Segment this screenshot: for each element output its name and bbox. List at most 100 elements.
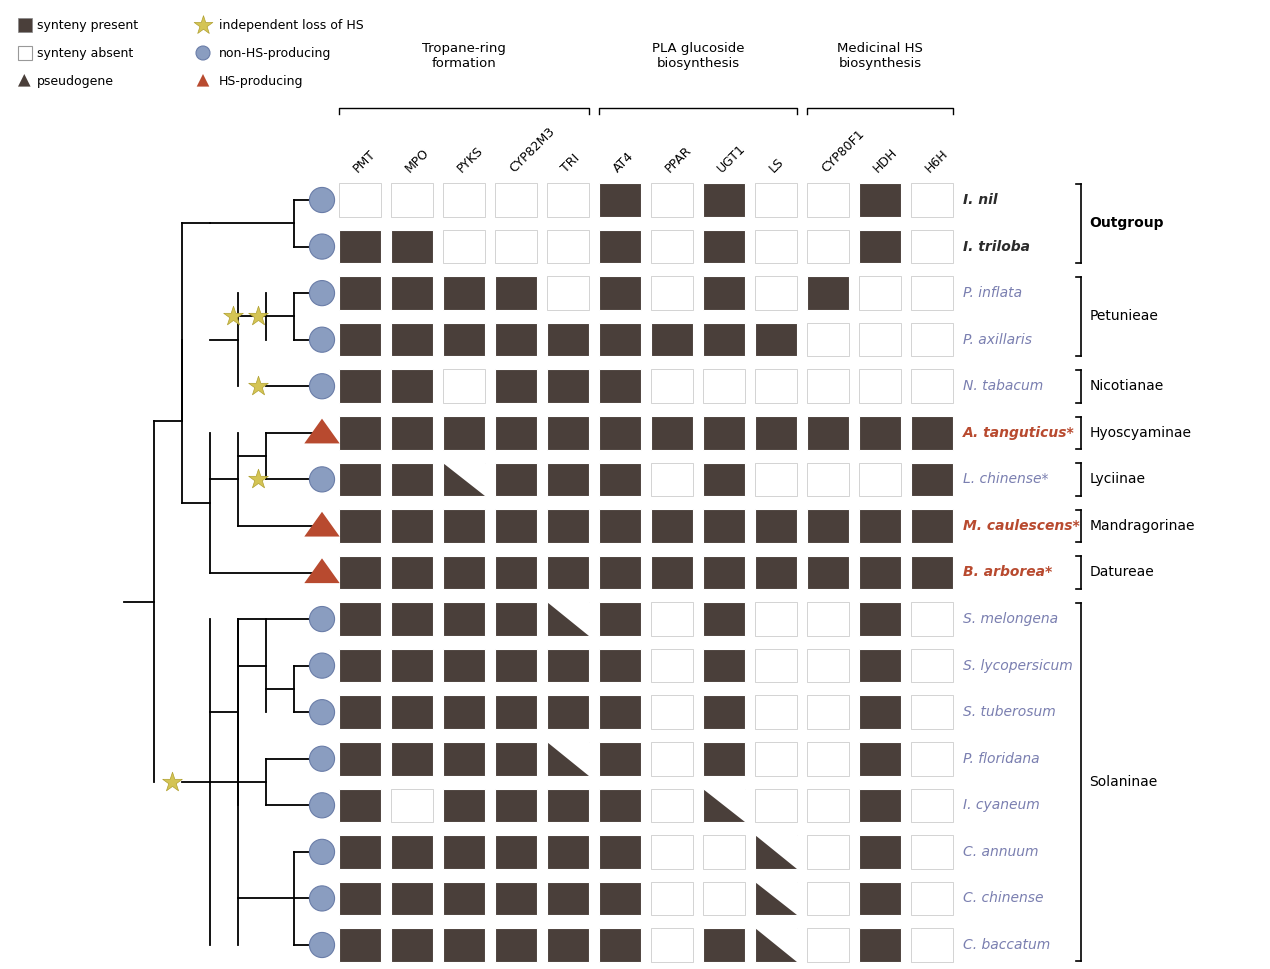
Bar (911, 789, 954, 822)
Bar (495, 416, 537, 450)
Text: LS: LS (767, 155, 786, 175)
Text: M. caulescens*: M. caulescens* (963, 519, 1080, 533)
Bar (495, 742, 537, 775)
Bar (806, 183, 850, 217)
Text: synteny absent: synteny absent (37, 47, 133, 59)
Bar (859, 183, 902, 217)
Bar (391, 416, 433, 450)
Polygon shape (546, 603, 589, 636)
Text: PPAR: PPAR (663, 143, 695, 175)
Text: synteny present: synteny present (37, 18, 138, 32)
Bar (754, 509, 798, 543)
Bar (702, 835, 745, 868)
Bar (911, 742, 954, 775)
Bar (339, 369, 381, 403)
Bar (859, 509, 902, 543)
Bar (650, 369, 693, 403)
Bar (911, 369, 954, 403)
Bar (650, 882, 693, 915)
Bar (391, 789, 433, 822)
Bar (443, 789, 485, 822)
Bar (598, 323, 641, 357)
Bar (702, 462, 745, 496)
Text: Medicinal HS
biosynthesis: Medicinal HS biosynthesis (837, 42, 923, 70)
Bar (598, 603, 641, 636)
Text: Lyciinae: Lyciinae (1090, 472, 1146, 486)
Bar (339, 603, 381, 636)
Bar (391, 183, 433, 217)
Circle shape (310, 746, 334, 771)
Bar (339, 928, 381, 962)
Bar (546, 928, 589, 962)
Text: P. axillaris: P. axillaris (963, 332, 1033, 347)
Bar (806, 789, 850, 822)
Text: UGT1: UGT1 (715, 141, 748, 175)
Bar (546, 369, 589, 403)
Bar (495, 369, 537, 403)
Bar (443, 230, 485, 264)
Bar (806, 416, 850, 450)
Bar (443, 462, 485, 496)
Text: non-HS-producing: non-HS-producing (218, 47, 331, 59)
Bar (443, 742, 485, 775)
Bar (650, 416, 693, 450)
Bar (754, 462, 798, 496)
Bar (650, 276, 693, 310)
Bar (754, 369, 798, 403)
Bar (859, 928, 902, 962)
Bar (598, 696, 641, 729)
Bar (806, 882, 850, 915)
Bar (391, 928, 433, 962)
Circle shape (310, 700, 334, 725)
Bar (339, 509, 381, 543)
Bar (443, 416, 485, 450)
Circle shape (310, 328, 334, 353)
Text: C. baccatum: C. baccatum (963, 938, 1050, 952)
Bar (911, 882, 954, 915)
Bar (859, 556, 902, 589)
Bar (391, 230, 433, 264)
Text: PLA glucoside
biosynthesis: PLA glucoside biosynthesis (652, 42, 744, 70)
Bar (339, 556, 381, 589)
Polygon shape (305, 558, 339, 583)
Text: Datureae: Datureae (1090, 566, 1154, 579)
Bar (546, 509, 589, 543)
Bar (702, 649, 745, 682)
Polygon shape (18, 74, 30, 86)
Bar (806, 276, 850, 310)
Bar (391, 696, 433, 729)
Bar (339, 882, 381, 915)
Bar (702, 183, 745, 217)
Text: P. inflata: P. inflata (963, 286, 1022, 300)
Bar (598, 416, 641, 450)
Bar (598, 276, 641, 310)
Bar (443, 509, 485, 543)
Bar (650, 696, 693, 729)
Bar (754, 556, 798, 589)
Bar (754, 416, 798, 450)
Text: H6H: H6H (923, 147, 951, 175)
Bar (443, 928, 485, 962)
Bar (598, 462, 641, 496)
Bar (702, 509, 745, 543)
Bar (339, 183, 381, 217)
Bar (859, 323, 902, 357)
Bar (495, 882, 537, 915)
Bar (702, 556, 745, 589)
Point (248, 379, 268, 394)
Bar (702, 230, 745, 264)
Bar (598, 369, 641, 403)
Text: Outgroup: Outgroup (1090, 216, 1163, 231)
Bar (806, 649, 850, 682)
Bar (495, 696, 537, 729)
Point (248, 472, 268, 487)
Bar (911, 183, 954, 217)
Polygon shape (754, 835, 798, 868)
Bar (650, 509, 693, 543)
Bar (911, 276, 954, 310)
Point (161, 774, 182, 790)
Bar (911, 696, 954, 729)
Bar (650, 323, 693, 357)
Bar (702, 928, 745, 962)
Bar (443, 323, 485, 357)
